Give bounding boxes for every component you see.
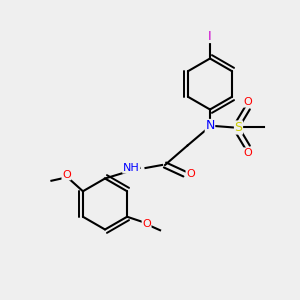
Text: I: I xyxy=(208,29,212,43)
Text: NH: NH xyxy=(123,163,140,173)
Text: O: O xyxy=(62,170,71,180)
Text: O: O xyxy=(186,169,195,179)
Text: O: O xyxy=(243,97,252,107)
Text: O: O xyxy=(243,148,252,158)
Text: O: O xyxy=(142,219,151,229)
Text: N: N xyxy=(205,119,215,133)
Text: S: S xyxy=(235,121,242,134)
